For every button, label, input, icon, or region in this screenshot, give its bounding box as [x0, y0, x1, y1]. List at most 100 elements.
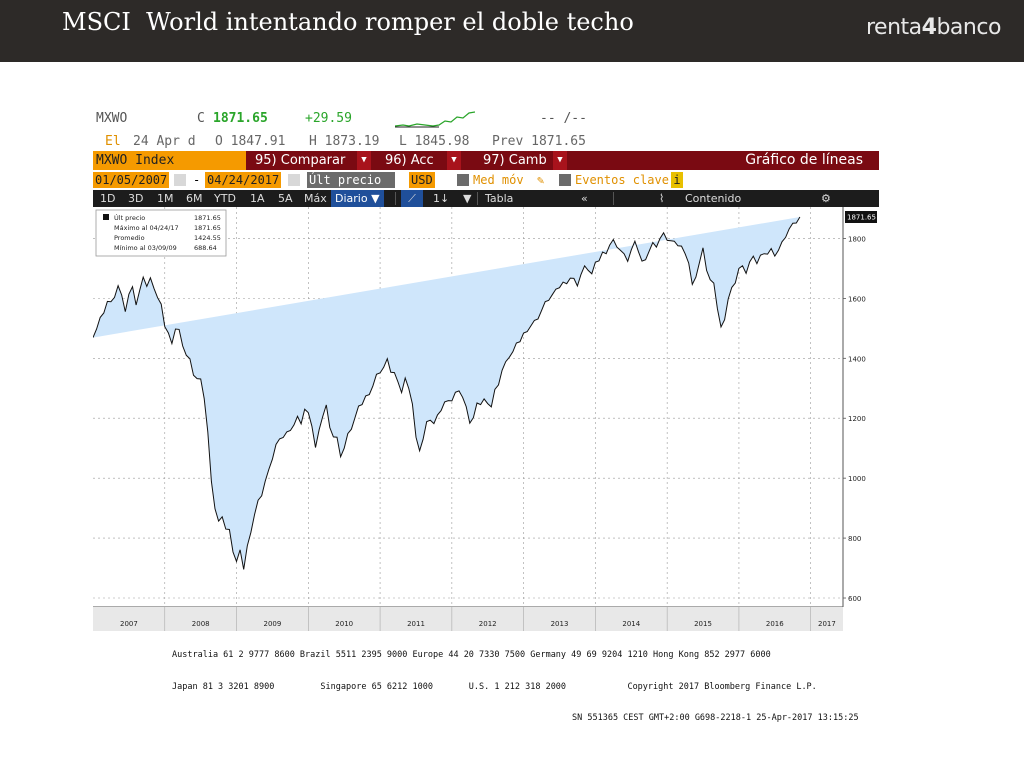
date-separator: -	[193, 173, 201, 187]
period-1m[interactable]: 1M	[157, 192, 174, 205]
actions-dropdown-icon[interactable]: ▼	[447, 151, 461, 170]
ticker: MXWO	[96, 111, 128, 126]
x-tick-label: 2009	[263, 620, 281, 628]
slide-header: MSCI World intentando romper el doble te…	[0, 0, 1024, 62]
function-bar: MXWO Index 95) Comparar ▼ 96) Acc ▼ 97) …	[93, 151, 879, 170]
bid-ask: -- /--	[540, 111, 587, 126]
legend-label: Últ precio	[114, 213, 145, 222]
legend-label: Máximo al 04/24/17	[114, 224, 179, 232]
y-tick-label: 1400	[848, 355, 866, 363]
quote-date: 24 Apr d	[133, 134, 196, 149]
moving-average-toggle[interactable]: Med móv	[473, 173, 524, 187]
settings-icon[interactable]: ⚙	[821, 192, 831, 205]
calendar-icon[interactable]	[288, 174, 300, 186]
quote-line: MXWO C 1871.65 +29.59 -- /--	[93, 111, 879, 129]
last-value-tag: 1871.65	[845, 211, 877, 223]
logo-text-banco: banco	[936, 15, 1001, 40]
pencil-icon[interactable]: ✎	[537, 173, 545, 187]
back-button[interactable]: «	[581, 192, 588, 205]
field-select[interactable]: Últ precio	[307, 172, 395, 188]
x-tick-label: 2012	[479, 620, 497, 628]
period-bar: 1D 3D 1M 6M YTD 1A 5A Máx Diario ▼ ⟋ 1↓ …	[93, 190, 879, 207]
security-field[interactable]: MXWO Index	[93, 151, 246, 170]
style-dropdown-icon[interactable]: ▼	[463, 192, 472, 205]
period-5a[interactable]: 5A	[278, 192, 293, 205]
slide-title: MSCI World intentando romper el doble te…	[62, 8, 634, 36]
frequency-select[interactable]: Diario ▼	[331, 190, 384, 207]
legend-label: Promedio	[114, 234, 145, 242]
x-tick-label: 2010	[335, 620, 353, 628]
y-tick-label: 1800	[848, 235, 866, 243]
x-tick-label: 2008	[192, 620, 210, 628]
content-button[interactable]: Contenido	[685, 192, 742, 205]
x-axis-band	[93, 607, 843, 631]
x-tick-label: 2011	[407, 620, 425, 628]
close-price: 1871.65	[213, 111, 268, 126]
legend-value: 688.64	[194, 244, 217, 252]
compare-dropdown-icon[interactable]: ▼	[357, 151, 371, 170]
change-dropdown-icon[interactable]: ▼	[553, 151, 567, 170]
x-tick-label: 2015	[694, 620, 712, 628]
checkbox-icon[interactable]	[559, 174, 571, 186]
x-tick-label: 2014	[622, 620, 640, 628]
date-from-input[interactable]: 01/05/2007	[93, 172, 170, 188]
currency-select[interactable]: USD	[409, 172, 435, 188]
footer-line: Japan 81 3 3201 8900 Singapore 65 6212 1…	[172, 681, 817, 692]
y-tick-label: 1600	[848, 295, 866, 303]
logo-text-4: 4	[921, 15, 937, 40]
footer-line: Australia 61 2 9777 8600 Brazil 5511 239…	[172, 650, 771, 660]
legend: Últ precio 1871.65 Máximo al 04/24/17 18…	[95, 209, 227, 257]
close-label: C	[197, 111, 205, 126]
x-tick-label: 2017	[818, 620, 836, 628]
price-line	[93, 216, 801, 570]
date-to-input[interactable]: 04/24/2017	[205, 172, 282, 188]
legend-value: 1871.65	[194, 224, 221, 232]
high-value: H 1873.19	[309, 134, 380, 149]
table-button[interactable]: Tabla	[485, 192, 514, 205]
prev-value: Prev 1871.65	[492, 134, 586, 149]
period-max[interactable]: Máx	[304, 192, 327, 205]
price-change: +29.59	[305, 111, 352, 126]
line-chart-icon[interactable]: ⟋	[401, 190, 423, 207]
period-6m[interactable]: 6M	[186, 192, 203, 205]
compare-button[interactable]: 95) Comparar	[255, 153, 346, 168]
x-tick-label: 2013	[551, 620, 569, 628]
checkbox-icon[interactable]	[457, 174, 469, 186]
legend-label: Mínimo al 03/09/09	[114, 244, 177, 252]
brand-logo: renta4banco	[866, 15, 1001, 40]
low-value: L 1845.98	[399, 134, 470, 149]
x-tick-label: 2007	[120, 620, 138, 628]
price-area	[93, 217, 800, 570]
period-3d[interactable]: 3D	[128, 192, 144, 205]
exchange-label: El	[105, 134, 121, 149]
content-icon[interactable]: ⌇	[659, 192, 665, 205]
chart-type-label: Gráfico de líneas	[745, 152, 863, 168]
range-bar: 01/05/2007 - 04/24/2017 Últ precio USD M…	[93, 171, 879, 189]
period-1d[interactable]: 1D	[100, 192, 116, 205]
legend-swatch	[103, 214, 109, 220]
legend-value: 1424.55	[194, 234, 221, 242]
y-tick-label: 800	[848, 535, 861, 543]
last-value-label: 1871.65	[847, 214, 876, 222]
x-tick-label: 2016	[766, 620, 784, 628]
y-tick-label: 600	[848, 595, 861, 603]
x-ticks: 2007 2008 2009 2010 2011 2012 2013 2014 2015 2016…	[120, 607, 836, 631]
bloomberg-footer: Australia 61 2 9777 8600 Brazil 5511 239…	[172, 629, 859, 734]
actions-button[interactable]: 96) Acc	[385, 153, 434, 168]
sparkline-icon	[395, 111, 475, 128]
period-ytd[interactable]: YTD	[214, 192, 236, 205]
key-events-toggle[interactable]: Eventos clave	[575, 173, 669, 187]
y-ticks: 600 800 1000 1200 1400 1600 1800	[843, 235, 866, 603]
period-1a[interactable]: 1A	[250, 192, 265, 205]
y-tick-label: 1200	[848, 415, 866, 423]
info-icon[interactable]: i	[671, 172, 683, 188]
legend-value: 1871.65	[194, 214, 221, 222]
open-value: O 1847.91	[215, 134, 286, 149]
logo-text-renta: renta	[866, 15, 922, 40]
chart-style-icon[interactable]: 1↓	[433, 192, 450, 205]
calendar-icon[interactable]	[174, 174, 186, 186]
footer-line: SN 551365 CEST GMT+2:00 G698-2218-1 25-A…	[572, 713, 859, 723]
ohlc-line: El 24 Apr d O 1847.91 H 1873.19 L 1845.98 Pre…	[93, 134, 879, 152]
change-button[interactable]: 97) Camb	[483, 153, 547, 168]
